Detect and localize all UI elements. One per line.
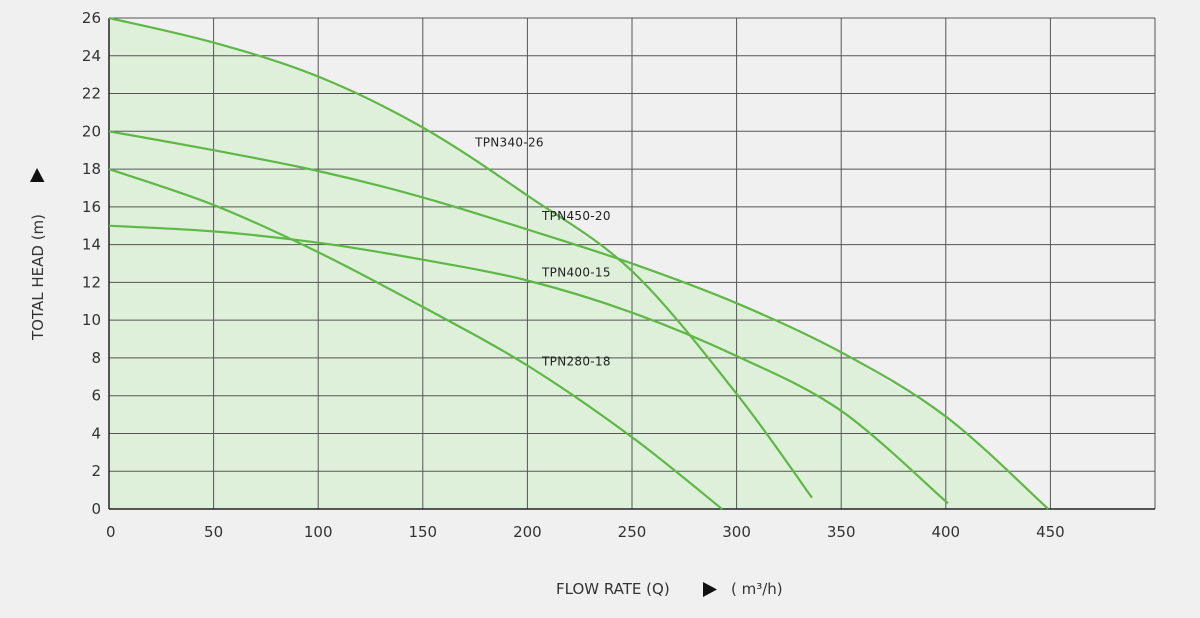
- curve-label: TPN450-20: [541, 209, 611, 223]
- curve-tpn400-15: [108, 224, 949, 505]
- x-tick-label: 300: [722, 523, 751, 541]
- x-axis-label: FLOW RATE (Q): [556, 580, 670, 598]
- y-tick-label: 20: [82, 122, 101, 140]
- x-tick-label: 450: [1036, 523, 1065, 541]
- x-axis-arrow-icon: [703, 582, 717, 597]
- y-axis-label: TOTAL HEAD (m): [29, 214, 47, 341]
- y-tick-label: 10: [82, 311, 101, 329]
- y-tick-label: 18: [82, 160, 101, 178]
- y-tick-label: 6: [91, 387, 101, 405]
- y-tick-label: 26: [82, 9, 101, 27]
- x-tick-label: 150: [408, 523, 437, 541]
- curve-tpn280-18: [108, 168, 723, 510]
- x-tick-label: 400: [931, 523, 960, 541]
- x-tick-label: 250: [618, 523, 647, 541]
- x-tick-labels: 0 50 100 150 200 250 300 350 400 450: [106, 523, 1065, 541]
- curve-label: TPN400-15: [541, 266, 611, 280]
- y-tick-label: 0: [91, 500, 101, 518]
- y-tick-label: 2: [91, 462, 101, 480]
- y-tick-label: 14: [82, 236, 101, 254]
- x-axis-unit: ( m³/h): [731, 580, 783, 598]
- x-tick-label: 0: [106, 523, 116, 541]
- x-tick-label: 100: [304, 523, 333, 541]
- curve-label: TPN340-26: [474, 135, 544, 149]
- grid: [108, 17, 1156, 510]
- curve-tpn340-26: [108, 16, 813, 499]
- y-tick-label: 12: [82, 273, 101, 291]
- y-tick-label: 22: [82, 85, 101, 103]
- curve-labels: TPN340-26 TPN450-20 TPN400-15 TPN280-18: [474, 135, 611, 368]
- x-tick-label: 50: [204, 523, 223, 541]
- x-tick-label: 200: [513, 523, 542, 541]
- y-tick-label: 4: [91, 424, 101, 442]
- y-tick-label: 24: [82, 47, 101, 65]
- y-tick-label: 8: [91, 349, 101, 367]
- x-tick-label: 350: [827, 523, 856, 541]
- curve-tpn450-20: [108, 130, 1050, 510]
- y-tick-label: 16: [82, 198, 101, 216]
- curves: [108, 16, 1050, 510]
- y-axis-arrow-icon: [30, 168, 45, 182]
- curve-label: TPN280-18: [541, 354, 611, 368]
- operating-area-fill: [109, 18, 1049, 509]
